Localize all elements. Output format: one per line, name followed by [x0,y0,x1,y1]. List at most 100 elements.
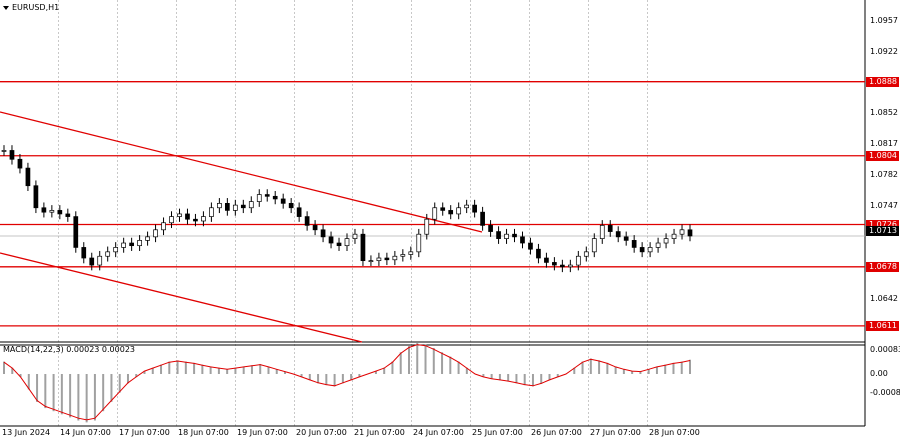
time-tick-label: 20 Jun 07:00 [296,428,347,437]
candle-body [217,203,222,209]
candle-body [583,251,589,257]
candle-body [240,204,246,209]
candle-body [560,264,565,268]
candle-body [264,194,270,197]
macd-tick-label: 0.00083 [870,345,900,354]
candle-body [185,213,190,220]
candle-body [480,211,485,226]
candle-body [113,247,119,253]
candle-body [153,229,158,238]
candle-body [615,231,621,238]
price-tick-label: 1.0957 [870,15,898,25]
candle-body [512,233,517,238]
candle-body [416,233,422,253]
candle-body [528,242,533,250]
candle-body [344,238,350,247]
price-candles [1,145,693,273]
price-tick-label: 1.0817 [870,139,898,149]
candle-body [1,150,7,152]
price-tick-label: 1.0922 [870,46,898,56]
candle-body [623,236,629,241]
candle-body [256,194,262,202]
candle-body [145,236,150,241]
candle-body [639,247,645,253]
candle-body [296,207,302,217]
candle-body [33,185,39,209]
channel-upper-line [0,111,483,233]
candle-body [169,216,174,224]
time-tick-label: 18 Jun 07:00 [178,428,229,437]
channel-lower-line [0,252,363,343]
candle-body [536,248,541,259]
time-tick-label: 19 Jun 07:00 [237,428,288,437]
candle-body [679,229,685,235]
candle-body [631,240,637,248]
candle-body [137,240,142,247]
level-price-tag: 1.0888 [866,76,899,87]
macd-tick-label: -0.00084 [870,388,900,397]
macd-signal-line [3,344,691,421]
candle-body [408,251,414,255]
trend-channel [0,111,483,343]
horizontal-levels [0,81,865,327]
candle-body [41,207,47,213]
candle-body [456,207,462,215]
candle-body [97,255,103,266]
candle-body [336,242,342,247]
candle-body [49,210,55,213]
candle-body [424,218,430,235]
current-price-tag: 1.0713 [866,226,899,236]
candle-body [57,210,63,215]
time-tick-label: 26 Jun 07:00 [531,428,582,437]
candle-body [663,238,669,244]
candle-body [288,203,294,209]
candle-body [376,257,382,262]
candle-body [687,229,693,237]
candle-body [384,257,390,261]
candle-body [655,242,661,248]
candle-body [567,264,573,268]
macd-tick-label: 0.00 [870,369,888,378]
candle-body [25,167,31,187]
candle-body [607,225,613,232]
candle-body [432,207,438,220]
candle-body [232,204,238,211]
candle-body [552,262,557,266]
time-tick-label: 13 Jun 2024 [2,428,51,437]
candle-body [193,218,198,222]
symbol-label: EURUSD,H1 [12,3,60,12]
level-price-tag: 1.0611 [866,320,899,331]
price-tick-label: 1.0852 [870,108,898,118]
candle-body [448,210,454,215]
candle-body [520,236,525,244]
candle-body [320,229,326,238]
candle-body [177,213,182,217]
candle-body [161,222,166,231]
candle-body [392,255,398,261]
candle-body [440,207,446,211]
candle-body [81,247,87,259]
candle-body [671,233,677,239]
dropdown-triangle-icon[interactable] [3,5,9,10]
candle-body [280,198,286,204]
candle-body [89,257,95,266]
candle-body [368,260,374,263]
time-tick-label: 17 Jun 07:00 [119,428,170,437]
time-tick-label: 21 Jun 07:00 [354,428,405,437]
candle-body [272,195,278,200]
symbol-title[interactable]: EURUSD,H1 [3,3,59,13]
level-price-tag: 1.0726 [866,219,899,230]
candle-body [647,247,653,253]
candle-body [400,254,406,257]
price-tick-label: 1.0747 [870,201,898,210]
time-tick-label: 27 Jun 07:00 [590,428,641,437]
candle-body [544,257,549,263]
candle-body [248,201,254,209]
candle-body [312,225,318,231]
candle-body [105,251,111,257]
candle-body [464,204,470,209]
time-tick-label: 14 Jun 07:00 [60,428,111,437]
macd-indicator-label[interactable]: MACD(14,22,3) 0.00023 0.00023 [3,345,136,354]
time-tick-label: 25 Jun 07:00 [472,428,523,437]
